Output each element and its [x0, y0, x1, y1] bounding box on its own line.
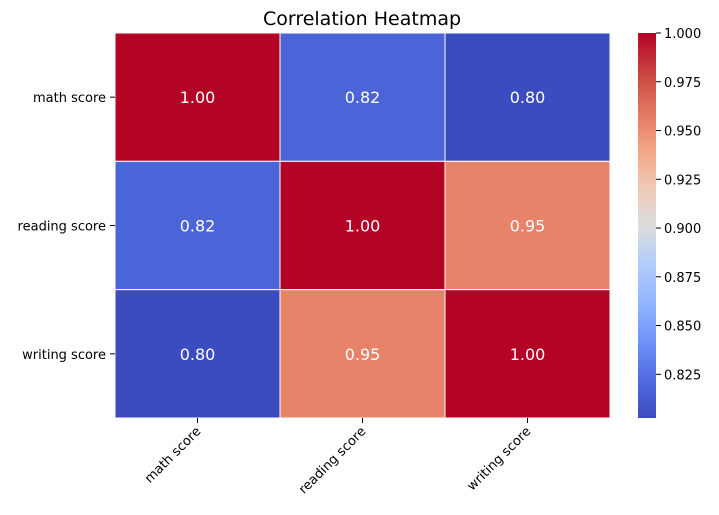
cell-value-label: 0.82 — [345, 88, 381, 107]
cell-value-label: 1.00 — [345, 217, 381, 236]
y-tick-label: math score — [33, 91, 106, 106]
x-tick-label: writing score — [464, 424, 534, 494]
heatmap-cells — [114, 32, 611, 419]
heatmap-cell-labels: 1.00 0.82 0.80 0.82 1.00 0.95 0.80 0.95 1.00 — [180, 88, 546, 364]
cell-value-label: 0.95 — [345, 345, 381, 364]
cell-value-label: 1.00 — [180, 88, 216, 107]
x-axis-ticks: math score reading score writing score — [142, 418, 534, 497]
colorbar-tick-label: 0.900 — [664, 222, 701, 237]
heatmap-cell — [279, 289, 446, 419]
heatmap-cell — [114, 32, 281, 162]
cell-value-label: 1.00 — [510, 345, 546, 364]
heatmap-cell — [114, 160, 281, 291]
heatmap-cell — [114, 289, 281, 419]
colorbar: 0.825 0.850 0.875 0.900 0.925 0.950 0.975 1.000 — [638, 27, 701, 418]
colorbar-tick-label: 0.975 — [664, 76, 701, 91]
y-axis-ticks: math score reading score writing score — [18, 91, 115, 363]
colorbar-tick-label: 0.925 — [664, 173, 701, 188]
heatmap-cell — [279, 160, 446, 291]
heatmap-cell — [444, 160, 611, 291]
colorbar-tick-label: 1.000 — [664, 27, 701, 42]
cell-value-label: 0.82 — [180, 217, 216, 236]
heatmap-cell — [444, 32, 611, 162]
y-tick-label: writing score — [22, 348, 106, 363]
colorbar-gradient — [638, 33, 656, 418]
chart-title: Correlation Heatmap — [263, 8, 461, 30]
colorbar-tick-label: 0.825 — [664, 368, 701, 383]
y-tick-label: reading score — [18, 220, 106, 235]
colorbar-tick-label: 0.875 — [664, 271, 701, 286]
colorbar-tick-label: 0.850 — [664, 320, 701, 335]
cell-value-label: 0.80 — [180, 345, 216, 364]
cell-value-label: 0.95 — [510, 217, 546, 236]
heatmap-cell — [279, 32, 446, 162]
colorbar-tick-label: 0.950 — [664, 125, 701, 140]
x-tick-label: reading score — [296, 424, 369, 497]
cell-value-label: 0.80 — [510, 88, 546, 107]
x-tick-label: math score — [142, 424, 204, 486]
